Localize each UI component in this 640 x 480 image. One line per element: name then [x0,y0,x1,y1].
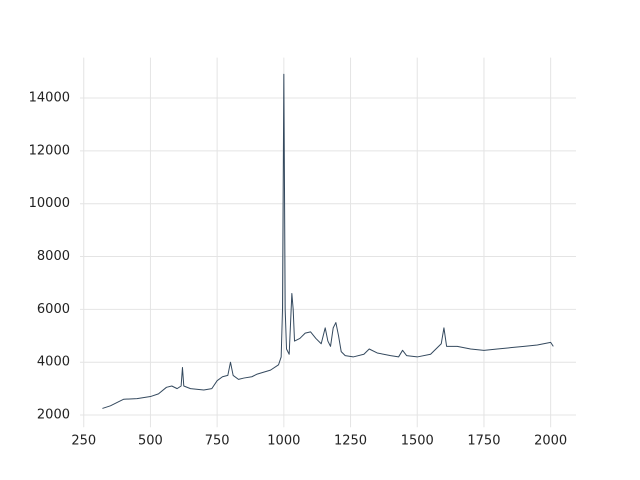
y-tick-label: 10000 [29,196,70,211]
x-tick-label: 2000 [534,434,567,449]
x-tick-label: 500 [138,434,163,449]
y-tick-label: 6000 [37,302,70,317]
y-tick-label: 12000 [29,143,70,158]
x-tick-label: 1250 [334,434,367,449]
x-tick-label: 750 [205,434,230,449]
y-tick-label: 8000 [37,249,70,264]
y-tick-label: 4000 [37,355,70,370]
y-tick-label: 2000 [37,408,70,423]
x-tick-label: 250 [71,434,96,449]
x-tick-label: 1750 [467,434,500,449]
y-tick-label: 14000 [29,91,70,106]
x-tick-label: 1500 [401,434,434,449]
x-tick-label: 1000 [267,434,300,449]
spectrum-line [102,73,554,409]
